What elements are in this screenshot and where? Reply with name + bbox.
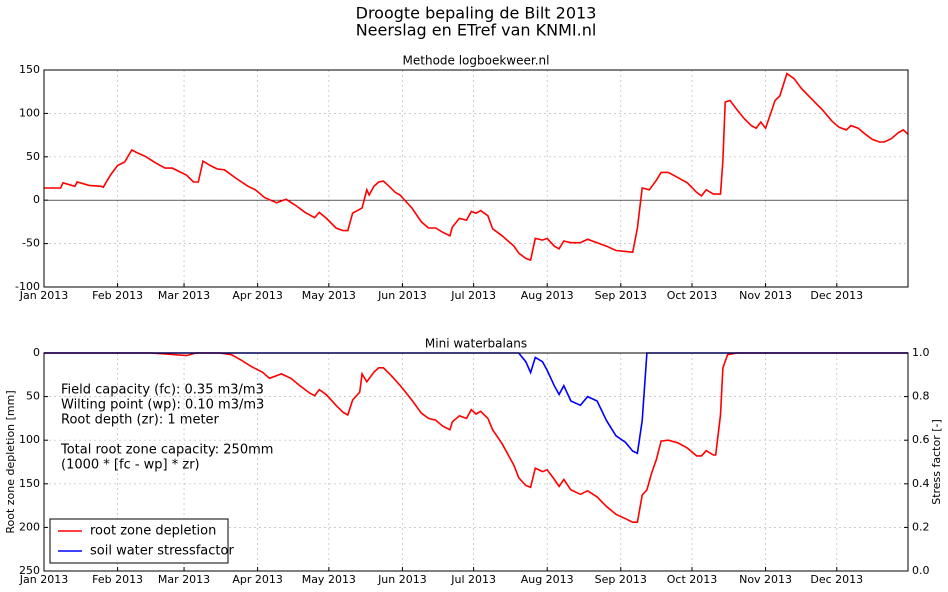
y2-tick-label: 0.8 [912, 390, 930, 403]
x-tick-label: Jul 2013 [450, 289, 496, 302]
y-tick-label: 50 [26, 150, 40, 163]
x-tick-label: Aug 2013 [521, 289, 574, 302]
x-tick-label: Nov 2013 [739, 289, 792, 302]
axes-frame [43, 69, 909, 288]
x-tick-label: Jan 2013 [19, 573, 68, 586]
x-tick-label: May 2013 [302, 289, 356, 302]
y2-tick-label: 0.2 [912, 520, 930, 533]
legend-label: root zone depletion [90, 524, 216, 539]
figure-title: Droogte bepaling de Bilt 2013 [356, 4, 597, 23]
x-tick-label: Feb 2013 [92, 289, 143, 302]
x-tick-label: Dec 2013 [810, 573, 863, 586]
x-tick-label: Jan 2013 [19, 289, 68, 302]
y-axis-label: Root zone depletion [mm] [4, 390, 17, 533]
y-tick-label: 200 [19, 520, 40, 533]
y2-tick-label: 1.0 [912, 346, 930, 359]
y-tick-label: -100 [15, 280, 40, 293]
y-tick-label: 0 [33, 346, 40, 359]
x-tick-label: Jun 2013 [377, 289, 427, 302]
x-tick-label: Sep 2013 [595, 573, 647, 586]
x-tick-label: Aug 2013 [521, 573, 574, 586]
annotation: Root depth (zr): 1 meter [61, 413, 220, 428]
x-tick-label: Oct 2013 [667, 573, 718, 586]
x-tick-label: Apr 2013 [232, 289, 283, 302]
x-tick-label: Jun 2013 [377, 573, 427, 586]
x-tick-label: May 2013 [302, 573, 356, 586]
annotation: Total root zone capacity: 250mm [60, 443, 273, 458]
axes-title: Methode logboekweer.nl [403, 54, 550, 68]
y-tick-label: 150 [19, 63, 40, 76]
annotation: Field capacity (fc): 0.35 m3/m3 [61, 383, 264, 398]
annotation: (1000 * [fc - wp] * zr) [61, 458, 200, 473]
x-tick-label: Jul 2013 [450, 573, 496, 586]
figure-subtitle: Neerslag en ETref van KNMI.nl [356, 21, 597, 40]
series-line [44, 352, 908, 523]
axes-frame [43, 352, 909, 572]
x-tick-label: Mar 2013 [158, 289, 210, 302]
y-tick-label: 50 [26, 390, 40, 403]
x-tick-label: Oct 2013 [667, 289, 718, 302]
x-tick-label: Nov 2013 [739, 573, 792, 586]
y2-axis-label: Stress factor [-] [930, 419, 943, 505]
y-tick-label: 250 [19, 564, 40, 577]
y2-tick-label: 0.0 [912, 564, 930, 577]
y-tick-label: 100 [19, 106, 40, 119]
y-tick-label: 150 [19, 477, 40, 490]
x-tick-label: Dec 2013 [810, 289, 863, 302]
legend-label: soil water stressfactor [90, 544, 234, 559]
x-tick-label: Feb 2013 [92, 573, 143, 586]
axes-title: Mini waterbalans [425, 337, 527, 351]
y2-tick-label: 0.4 [912, 477, 930, 490]
legend-box [49, 518, 229, 564]
annotation: Wilting point (wp): 0.10 m3/m3 [61, 398, 264, 413]
y-tick-label: 100 [19, 433, 40, 446]
x-tick-label: Mar 2013 [158, 573, 210, 586]
y-tick-label: 0 [33, 193, 40, 206]
series-line [44, 72, 909, 262]
y2-tick-label: 0.6 [912, 433, 930, 446]
y-tick-label: -50 [22, 237, 40, 250]
x-tick-label: Sep 2013 [595, 289, 647, 302]
x-tick-label: Apr 2013 [232, 573, 283, 586]
